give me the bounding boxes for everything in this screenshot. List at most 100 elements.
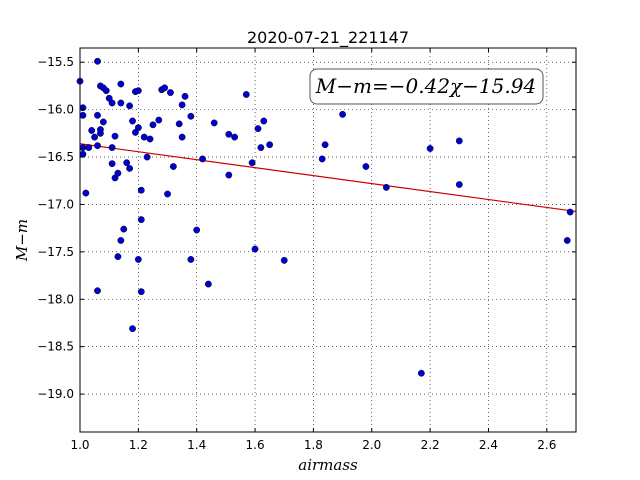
data-point bbox=[266, 141, 274, 149]
data-point bbox=[79, 150, 87, 158]
data-point bbox=[143, 153, 151, 161]
data-point bbox=[339, 110, 346, 118]
data-point bbox=[178, 101, 186, 109]
y-tick-label: −16.5 bbox=[37, 150, 74, 164]
data-point bbox=[108, 99, 116, 107]
data-point bbox=[114, 253, 122, 260]
data-point bbox=[94, 111, 101, 119]
data-point bbox=[94, 287, 101, 295]
y-tick-label: −17.5 bbox=[37, 245, 74, 259]
y-axis-label: M−m bbox=[13, 219, 31, 262]
data-point bbox=[225, 130, 233, 138]
data-point bbox=[193, 226, 201, 234]
data-point bbox=[169, 163, 177, 170]
data-point bbox=[114, 169, 122, 177]
data-point bbox=[97, 126, 104, 133]
data-point bbox=[178, 133, 186, 141]
data-point bbox=[108, 160, 116, 168]
data-point bbox=[134, 256, 142, 263]
data-points bbox=[76, 57, 574, 377]
data-point bbox=[563, 237, 571, 244]
x-tick-label: 2.2 bbox=[421, 438, 440, 452]
data-point bbox=[88, 127, 96, 134]
fit-line bbox=[79, 143, 577, 213]
data-point bbox=[79, 111, 87, 119]
data-point bbox=[382, 183, 390, 191]
fit-annotation: M−m=−0.42χ−15.94 bbox=[309, 68, 544, 105]
data-point bbox=[91, 133, 98, 141]
data-point bbox=[149, 121, 157, 129]
data-point bbox=[225, 171, 233, 179]
data-point bbox=[167, 89, 174, 96]
data-point bbox=[79, 144, 87, 151]
data-point bbox=[455, 137, 463, 145]
data-point bbox=[126, 165, 134, 172]
y-tick-label: −19.0 bbox=[37, 387, 74, 401]
axes-frame bbox=[79, 47, 577, 433]
x-tick-label: 1.0 bbox=[70, 438, 89, 452]
annotation-box bbox=[309, 68, 544, 105]
data-point bbox=[117, 80, 125, 88]
plot-background bbox=[80, 48, 576, 432]
data-point bbox=[455, 181, 463, 188]
data-point bbox=[161, 84, 169, 92]
y-ticks: −15.5 −16.0 −16.5 −17.0 −17.5 −18.0 −18.5 −19.0 bbox=[37, 55, 576, 401]
data-point bbox=[111, 132, 119, 140]
annotation-text: M−m=−0.42χ−15.94 bbox=[315, 74, 536, 98]
x-tick-label: 2.6 bbox=[537, 438, 556, 452]
data-point bbox=[318, 155, 326, 163]
data-point bbox=[117, 237, 125, 244]
data-point bbox=[94, 57, 101, 65]
data-point bbox=[417, 369, 425, 377]
x-tick-label: 1.2 bbox=[129, 438, 148, 452]
data-point bbox=[120, 225, 128, 233]
data-point bbox=[137, 186, 145, 194]
data-point bbox=[129, 325, 136, 333]
data-point bbox=[137, 288, 145, 296]
x-axis-label: airmass bbox=[298, 456, 358, 474]
data-point bbox=[94, 142, 101, 150]
data-point bbox=[187, 256, 195, 263]
y-tick-label: −18.0 bbox=[37, 292, 74, 306]
data-point bbox=[175, 120, 183, 128]
data-point bbox=[248, 159, 256, 167]
data-point bbox=[85, 144, 93, 151]
x-tick-label: 1.8 bbox=[304, 438, 323, 452]
data-point bbox=[362, 163, 370, 170]
data-point bbox=[257, 144, 265, 151]
data-point bbox=[210, 119, 218, 127]
x-tick-label: 2.4 bbox=[479, 438, 498, 452]
data-point bbox=[134, 87, 142, 95]
data-point bbox=[204, 280, 212, 288]
data-point bbox=[280, 256, 288, 264]
data-point bbox=[137, 216, 145, 224]
y-tick-label: −17.0 bbox=[37, 197, 74, 211]
data-point bbox=[134, 124, 142, 132]
x-tick-label: 1.4 bbox=[187, 438, 206, 452]
data-point bbox=[117, 99, 125, 107]
data-point bbox=[164, 190, 171, 198]
grid bbox=[79, 48, 576, 432]
data-point bbox=[187, 112, 195, 120]
y-tick-label: −18.5 bbox=[37, 340, 74, 354]
plot-area bbox=[80, 48, 576, 432]
x-ticks: 1.0 1.2 1.4 1.6 1.8 2.0 2.2 2.4 2.6 bbox=[70, 48, 556, 452]
data-point bbox=[123, 159, 131, 167]
data-point bbox=[99, 118, 107, 126]
data-point bbox=[231, 133, 239, 141]
data-point bbox=[566, 208, 574, 216]
data-point bbox=[140, 133, 148, 141]
data-point bbox=[260, 117, 268, 125]
data-point bbox=[126, 102, 134, 110]
data-point bbox=[199, 155, 206, 163]
y-tick-label: −16.0 bbox=[37, 103, 74, 117]
fit-layer bbox=[79, 143, 577, 213]
data-point bbox=[108, 144, 116, 151]
data-point bbox=[129, 117, 136, 125]
data-point bbox=[82, 189, 90, 197]
data-point bbox=[146, 135, 154, 143]
axes-border bbox=[79, 47, 577, 433]
data-point bbox=[181, 92, 189, 100]
data-point bbox=[426, 145, 434, 152]
